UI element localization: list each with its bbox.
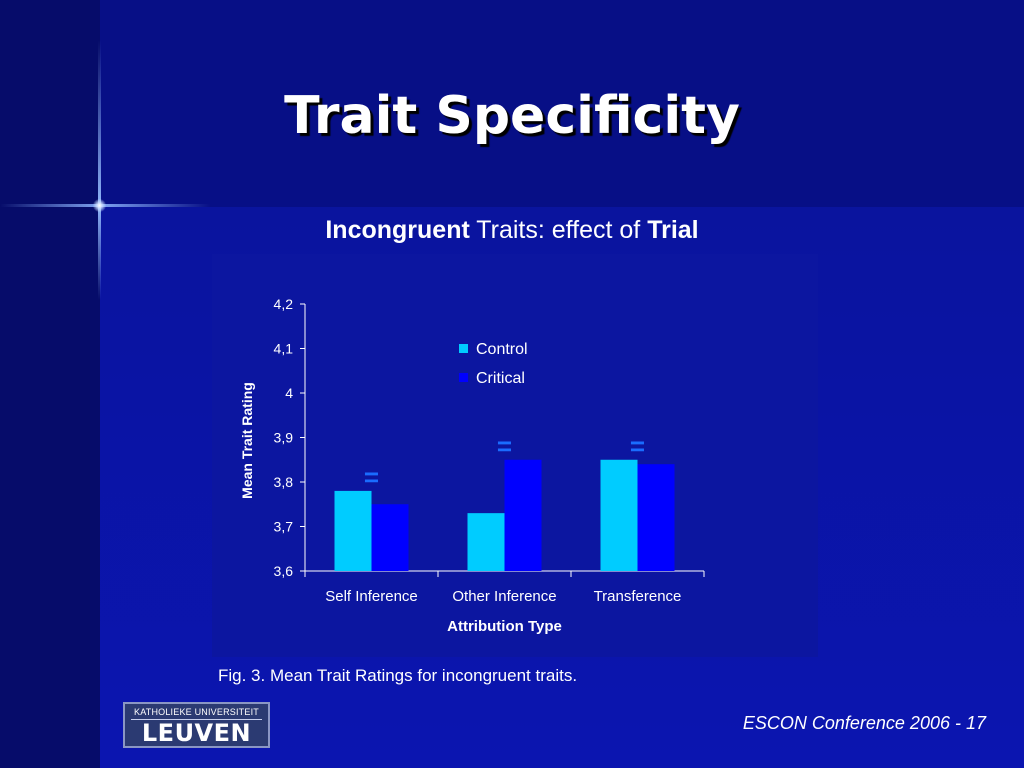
x-tick-label: Self Inference bbox=[325, 588, 418, 605]
logo-top-text: KATHOLIEKE UNIVERSITEIT bbox=[134, 707, 259, 717]
subtitle-incongruent: Incongruent bbox=[325, 216, 470, 244]
title-band bbox=[100, 0, 1024, 207]
x-tick-label: Other Inference bbox=[452, 588, 556, 605]
chart-panel bbox=[212, 254, 818, 657]
figure-caption: Fig. 3. Mean Trait Ratings for incongrue… bbox=[218, 666, 578, 685]
bar-control bbox=[467, 513, 505, 571]
equality-marker: = bbox=[630, 431, 645, 461]
bar-critical bbox=[637, 464, 675, 571]
chart-subtitle: Incongruent Traits: effect of Trial bbox=[0, 216, 1024, 245]
bar-control bbox=[334, 490, 372, 571]
bar-critical bbox=[504, 459, 542, 571]
subtitle-middle: Traits: effect of bbox=[469, 216, 648, 244]
y-tick-label: 3,9 bbox=[274, 430, 294, 446]
bar-critical bbox=[371, 504, 409, 571]
light-flare-core bbox=[93, 199, 106, 212]
slide-footer: ESCON Conference 2006 - 17 bbox=[742, 713, 986, 733]
x-axis-title: Attribution Type bbox=[447, 618, 562, 635]
y-tick-label: 4,1 bbox=[274, 341, 294, 357]
equality-marker: = bbox=[364, 462, 379, 492]
y-tick-label: 4 bbox=[285, 385, 293, 401]
y-axis-title: Mean Trait Rating bbox=[239, 382, 255, 499]
bar-chart: 3,6 3,7 3,8 3,9 4 4,1 4,2 Self Inference = Other … bbox=[239, 296, 705, 635]
x-tick-label: Transference bbox=[594, 588, 682, 605]
subtitle-trial: Trial bbox=[647, 216, 699, 244]
legend-label-control: Control bbox=[476, 341, 528, 358]
y-tick-label: 4,2 bbox=[274, 296, 294, 312]
y-tick-label: 3,6 bbox=[274, 563, 294, 579]
logo-main-text: LEUVEN bbox=[141, 719, 252, 747]
legend-label-critical: Critical bbox=[476, 370, 525, 387]
logo-divider bbox=[131, 719, 262, 720]
y-tick-label: 3,7 bbox=[274, 519, 294, 535]
bar-control bbox=[600, 459, 638, 571]
left-decor-band bbox=[0, 0, 100, 768]
legend-swatch-control bbox=[459, 344, 468, 353]
university-logo: KATHOLIEKE UNIVERSITEIT LEUVEN bbox=[123, 702, 270, 748]
y-tick-label: 3,8 bbox=[274, 474, 294, 490]
slide-title: Trait Specificity bbox=[284, 86, 740, 146]
legend-swatch-critical bbox=[459, 373, 468, 382]
equality-marker: = bbox=[497, 431, 512, 461]
light-flare-vertical bbox=[98, 40, 101, 300]
